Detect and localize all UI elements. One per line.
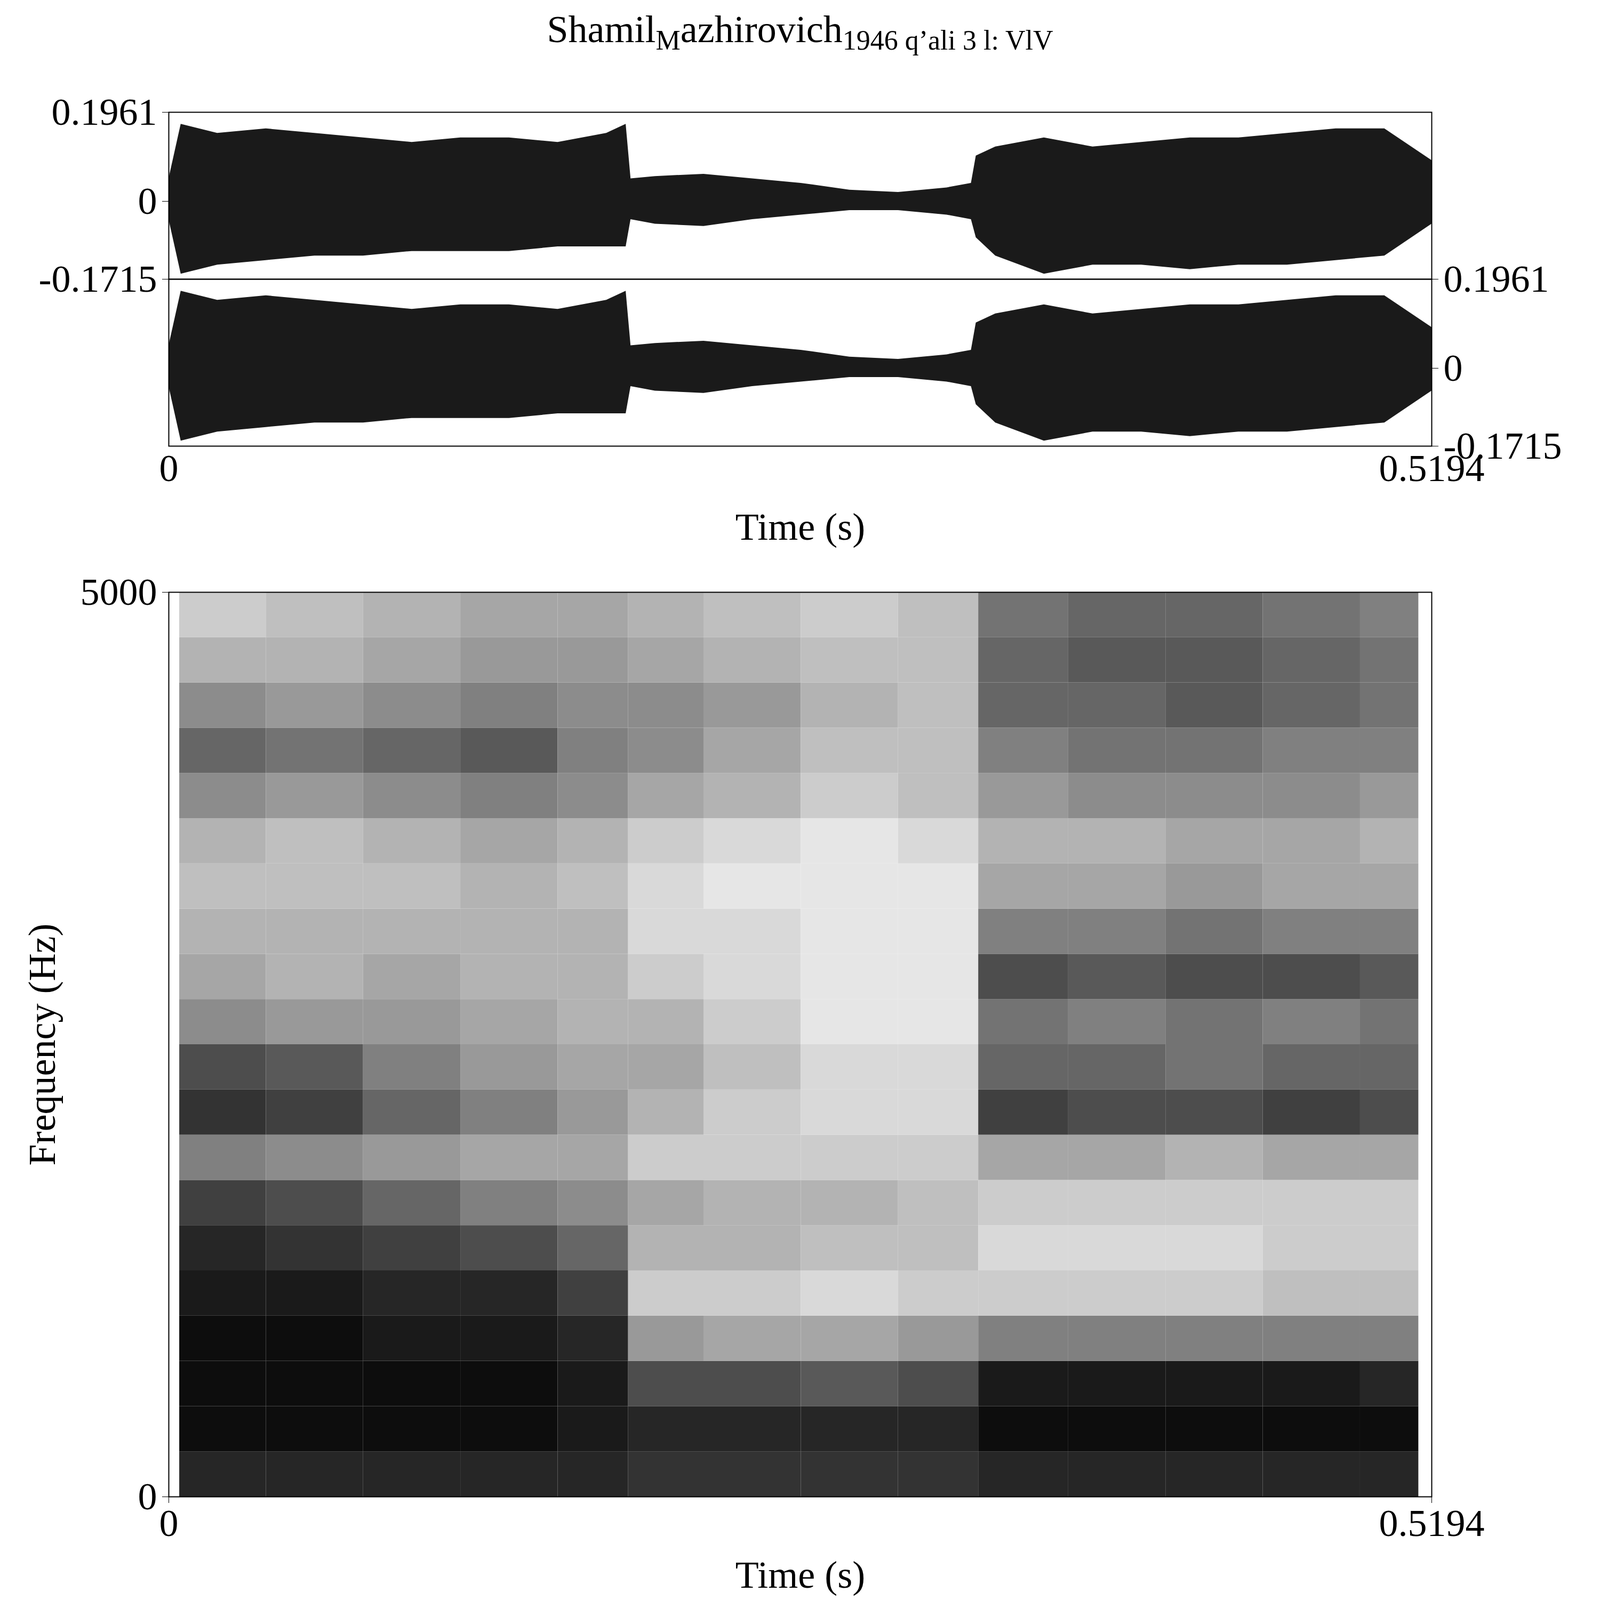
svg-text:Frequency (Hz): Frequency (Hz) xyxy=(20,923,64,1166)
svg-text:0.1961: 0.1961 xyxy=(1443,257,1550,301)
svg-text:0: 0 xyxy=(1443,346,1463,390)
svg-text:0: 0 xyxy=(138,179,158,223)
html-text:ShamilMazhirovich1946 q’ali 3: ShamilMazhirovich1946 q’ali 3 l: VlV xyxy=(546,8,1054,56)
svg-text:0: 0 xyxy=(138,1475,158,1518)
svg-text:5000: 5000 xyxy=(80,570,158,614)
svg-text:0: 0 xyxy=(159,1501,179,1545)
svg-text:0.5194: 0.5194 xyxy=(1379,1501,1485,1545)
svg-text:0: 0 xyxy=(159,446,179,490)
svg-text:0.5194: 0.5194 xyxy=(1379,446,1485,490)
svg-text:-0.1715: -0.1715 xyxy=(38,257,158,301)
svg-text:0.1961: 0.1961 xyxy=(51,90,158,134)
svg-text:Time (s): Time (s) xyxy=(735,1553,866,1597)
svg-text:-0.1715: -0.1715 xyxy=(1443,424,1562,467)
svg-text:Time (s): Time (s) xyxy=(735,505,866,549)
